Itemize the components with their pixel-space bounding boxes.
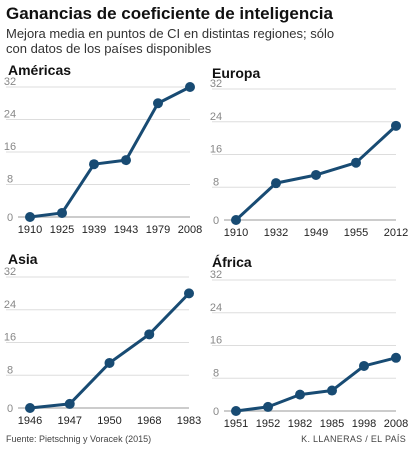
page-subtitle: Mejora media en puntos de CI en distinta… [6, 26, 335, 56]
x-tick-label: 1910 [224, 227, 248, 239]
data-point [231, 406, 241, 416]
y-tick-label: 8 [213, 367, 219, 379]
data-point [231, 215, 241, 225]
data-point [57, 207, 67, 218]
x-tick-label: 2008 [178, 224, 202, 236]
panel-title: Américas [8, 62, 71, 78]
x-tick-label: 1943 [114, 224, 138, 236]
y-tick-label: 24 [210, 302, 222, 314]
chart-panel-4: África 0 8 16 24 32 1951 1952 1982 1985 1998 2008 [210, 254, 408, 430]
x-tick-label: 1985 [320, 418, 344, 430]
data-point [359, 360, 369, 371]
x-tick-label: 1946 [18, 415, 42, 427]
y-tick-label: 0 [7, 403, 13, 415]
y-tick-label: 16 [4, 332, 16, 344]
y-tick-label: 0 [213, 406, 219, 418]
x-tick-label: 1947 [58, 415, 82, 427]
data-point [263, 401, 273, 412]
data-point [25, 212, 35, 222]
chart-panel-1: Américas 0 8 16 24 32 1910 1925 1939 1943 1979 2008 [4, 62, 202, 236]
y-tick-label: 32 [4, 76, 16, 88]
y-tick-label: 8 [7, 364, 13, 376]
credit-note: K. LLANERAS / EL PAÍS [301, 434, 406, 444]
x-tick-label: 1979 [146, 224, 170, 236]
data-point [153, 98, 163, 109]
x-tick-label: 1955 [344, 227, 368, 239]
series-line [235, 356, 397, 413]
data-point [121, 155, 131, 166]
data-point [271, 178, 281, 189]
x-tick-label: 1951 [224, 418, 248, 430]
y-tick-label: 0 [213, 215, 219, 227]
x-tick-label: 1950 [97, 415, 121, 427]
panel-title: Europa [212, 65, 260, 81]
source-note: Fuente: Pietschnig y Voracek (2015) [6, 434, 152, 444]
data-point [351, 157, 361, 168]
x-tick-label: 1925 [50, 224, 74, 236]
data-point [144, 329, 155, 340]
data-point [327, 385, 337, 396]
panel-title: África [212, 254, 252, 270]
x-tick-label: 1952 [256, 418, 280, 430]
y-tick-label: 24 [4, 109, 16, 121]
data-point [295, 389, 305, 400]
data-point [391, 120, 401, 131]
data-point [184, 288, 194, 299]
y-tick-label: 16 [210, 144, 222, 156]
x-tick-label: 1949 [304, 227, 328, 239]
x-tick-label: 1910 [18, 224, 42, 236]
x-tick-label: 1939 [82, 224, 106, 236]
data-point [311, 169, 321, 180]
data-point [89, 159, 99, 170]
data-point [25, 403, 35, 413]
series-line [29, 85, 191, 219]
y-tick-label: 16 [4, 141, 16, 153]
y-tick-label: 24 [210, 111, 222, 123]
y-tick-label: 8 [213, 176, 219, 188]
data-point [64, 398, 75, 409]
y-tick-label: 16 [210, 335, 222, 347]
y-tick-label: 8 [7, 174, 13, 186]
y-tick-label: 32 [210, 269, 222, 281]
y-tick-label: 24 [4, 299, 16, 311]
data-point [104, 357, 115, 368]
x-tick-label: 1968 [137, 415, 161, 427]
x-tick-label: 1982 [288, 418, 312, 430]
y-tick-label: 32 [210, 78, 222, 90]
data-point [185, 82, 195, 92]
x-tick-label: 1983 [177, 415, 201, 427]
x-tick-label: 1998 [352, 418, 376, 430]
x-tick-label: 2012 [384, 227, 408, 239]
chart-panel-3: Asia 0 8 16 24 32 1946 1947 1950 1968 1983 [4, 251, 201, 427]
y-tick-label: 0 [7, 212, 13, 224]
page-title: Ganancias de coeficiente de inteligencia [6, 4, 333, 23]
chart-panel-2: Europa 0 8 16 24 32 1910 1932 1949 1955 2012 [210, 65, 408, 239]
x-tick-label: 1932 [264, 227, 288, 239]
panel-title: Asia [8, 251, 38, 267]
y-tick-label: 32 [4, 266, 16, 278]
data-point [391, 352, 401, 363]
x-tick-label: 2008 [384, 418, 408, 430]
series-line [29, 292, 191, 410]
